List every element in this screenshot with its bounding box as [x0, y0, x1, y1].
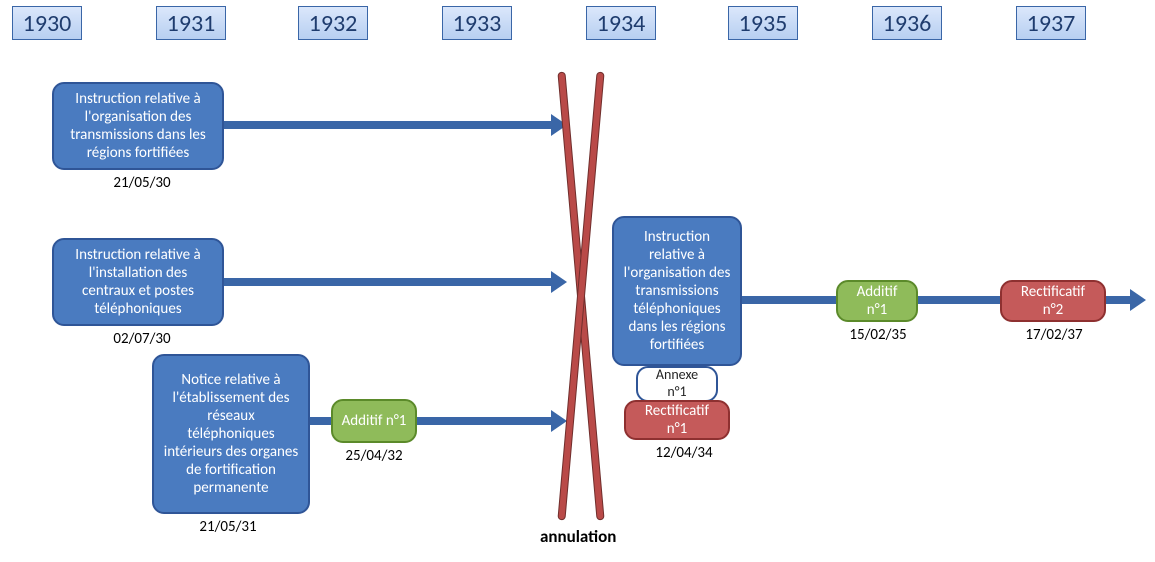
- node-instr3: Instruction relative à l'organisation de…: [612, 216, 742, 366]
- date-instr2: 02/07/30: [82, 330, 202, 348]
- node-label-additif1: Additif n°1: [342, 412, 407, 430]
- arrow-head-a2: [551, 271, 567, 293]
- year-box-1935: 1935: [728, 6, 798, 40]
- node-instr1: Instruction relative à l'organisation de…: [52, 82, 224, 170]
- date-instr3: 12/04/34: [624, 444, 744, 462]
- node-additif1: Additif n°1: [331, 399, 417, 443]
- date-notice: 21/05/31: [168, 518, 288, 536]
- year-box-1936: 1936: [872, 6, 942, 40]
- date-additif1b: 15/02/35: [818, 326, 938, 344]
- year-box-1930: 1930: [12, 6, 82, 40]
- node-label-rectif1: Rectificatif n°1: [634, 402, 720, 438]
- node-instr2: Instruction relative à l'installation de…: [52, 238, 224, 326]
- year-box-1937: 1937: [1016, 6, 1086, 40]
- timeline-diagram: 1930 1931 1932 1933 1934 1935 1936 1937 Instruct…: [0, 0, 1155, 562]
- date-instr1: 21/05/30: [82, 174, 202, 192]
- date-rectif2: 17/02/37: [994, 326, 1114, 344]
- arrow-line-a1: [216, 121, 551, 129]
- node-label-additif1b: Additif n°1: [846, 283, 908, 319]
- node-additif1b: Additif n°1: [836, 280, 918, 322]
- year-box-1932: 1932: [298, 6, 368, 40]
- date-additif1: 25/04/32: [314, 447, 434, 465]
- year-box-1931: 1931: [156, 6, 226, 40]
- node-annexe1: Annexe n°1: [636, 366, 718, 402]
- node-label-rectif2: Rectificatif n°2: [1010, 283, 1096, 319]
- year-box-1934: 1934: [586, 6, 656, 40]
- node-label-annexe1: Annexe n°1: [646, 367, 708, 401]
- arrow-head-a4: [1130, 289, 1146, 311]
- arrow-line-a2: [216, 278, 551, 286]
- node-rectif2: Rectificatif n°2: [1000, 280, 1106, 322]
- annulation-label: annulation: [540, 526, 616, 547]
- node-notice: Notice relative à l'établissement des ré…: [152, 354, 310, 514]
- year-box-1933: 1933: [442, 6, 512, 40]
- node-label-instr3: Instruction relative à l'organisation de…: [622, 228, 732, 354]
- node-label-instr2: Instruction relative à l'installation de…: [62, 246, 214, 318]
- node-rectif1: Rectificatif n°1: [624, 400, 730, 440]
- node-label-instr1: Instruction relative à l'organisation de…: [62, 90, 214, 162]
- node-label-notice: Notice relative à l'établissement des ré…: [162, 371, 300, 497]
